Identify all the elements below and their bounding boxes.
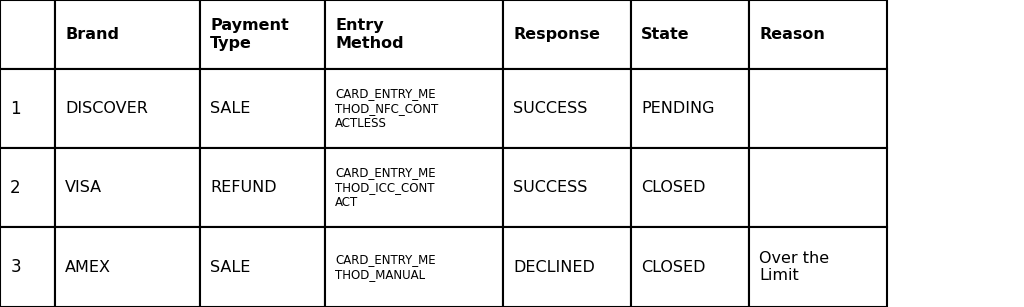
Text: AMEX: AMEX — [66, 260, 112, 274]
Bar — [631, 227, 749, 307]
Bar — [0, 148, 55, 227]
Text: 3: 3 — [10, 258, 20, 276]
Text: Over the
Limit: Over the Limit — [759, 251, 829, 283]
Bar — [200, 148, 325, 227]
Text: CARD_ENTRY_ME
THOD_NFC_CONT
ACTLESS: CARD_ENTRY_ME THOD_NFC_CONT ACTLESS — [335, 87, 438, 130]
Text: VISA: VISA — [66, 181, 102, 195]
Text: Brand: Brand — [66, 27, 119, 42]
Text: CARD_ENTRY_ME
THOD_ICC_CONT
ACT: CARD_ENTRY_ME THOD_ICC_CONT ACT — [335, 166, 436, 209]
Bar — [749, 227, 887, 307]
Text: Entry
Method: Entry Method — [335, 18, 403, 51]
Bar — [0, 0, 55, 69]
Text: Reason: Reason — [759, 27, 825, 42]
Bar — [325, 227, 503, 307]
Bar — [631, 0, 749, 69]
Bar — [200, 227, 325, 307]
Bar — [325, 148, 503, 227]
Bar — [0, 227, 55, 307]
Text: DECLINED: DECLINED — [513, 260, 595, 274]
Bar — [325, 69, 503, 148]
Bar — [55, 148, 200, 227]
Bar — [200, 0, 325, 69]
Bar — [749, 0, 887, 69]
Text: State: State — [641, 27, 690, 42]
Bar — [503, 0, 631, 69]
Bar — [503, 69, 631, 148]
Bar — [749, 69, 887, 148]
Text: 1: 1 — [10, 100, 20, 118]
Text: CLOSED: CLOSED — [641, 181, 706, 195]
Bar — [503, 148, 631, 227]
Text: SUCCESS: SUCCESS — [513, 181, 588, 195]
Text: CARD_ENTRY_ME
THOD_MANUAL: CARD_ENTRY_ME THOD_MANUAL — [335, 253, 436, 281]
Text: Response: Response — [513, 27, 600, 42]
Text: SALE: SALE — [210, 260, 251, 274]
Bar — [631, 69, 749, 148]
Bar — [503, 227, 631, 307]
Text: SALE: SALE — [210, 101, 251, 116]
Text: Payment
Type: Payment Type — [210, 18, 289, 51]
Bar — [325, 0, 503, 69]
Text: CLOSED: CLOSED — [641, 260, 706, 274]
Text: REFUND: REFUND — [210, 181, 276, 195]
Bar — [55, 0, 200, 69]
Bar — [631, 148, 749, 227]
Bar — [55, 69, 200, 148]
Text: PENDING: PENDING — [641, 101, 715, 116]
Bar — [0, 69, 55, 148]
Bar — [200, 69, 325, 148]
Bar — [749, 148, 887, 227]
Text: 2: 2 — [10, 179, 20, 197]
Text: SUCCESS: SUCCESS — [513, 101, 588, 116]
Text: DISCOVER: DISCOVER — [66, 101, 148, 116]
Bar — [55, 227, 200, 307]
